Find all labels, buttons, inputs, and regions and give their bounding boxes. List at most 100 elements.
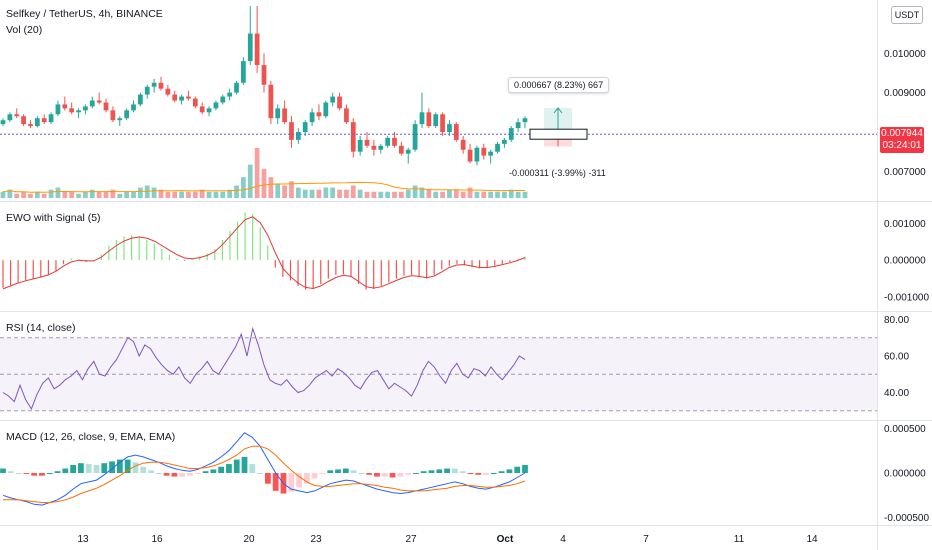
candle-body bbox=[103, 102, 109, 111]
candle bbox=[460, 135, 466, 154]
macd-hist-bar bbox=[62, 468, 69, 473]
volume-bar bbox=[199, 189, 205, 198]
volume-bar bbox=[165, 191, 171, 198]
candle bbox=[508, 126, 514, 142]
candle-body bbox=[227, 92, 233, 97]
volume-bar bbox=[21, 191, 26, 198]
currency-badge[interactable]: USDT bbox=[891, 6, 923, 24]
volume-bar bbox=[28, 193, 33, 198]
macd-hist-bar bbox=[101, 463, 108, 473]
candle-body bbox=[323, 102, 329, 117]
macd-hist-bar bbox=[132, 462, 139, 473]
candle-body bbox=[426, 112, 432, 127]
volume-bar bbox=[186, 191, 191, 198]
candle-body bbox=[186, 96, 191, 99]
candle bbox=[426, 108, 432, 129]
volume-bar bbox=[76, 193, 81, 198]
candle bbox=[131, 100, 136, 113]
volume-bar bbox=[302, 189, 308, 198]
macd-hist-bar bbox=[171, 473, 178, 477]
candle bbox=[7, 112, 13, 123]
candle bbox=[330, 92, 336, 107]
candle-body bbox=[110, 110, 116, 121]
volume-bar bbox=[378, 191, 384, 198]
volume-bar bbox=[440, 191, 445, 198]
macd-hist-bar bbox=[350, 470, 357, 473]
volume-bar bbox=[268, 177, 274, 198]
volume-bar bbox=[55, 187, 61, 198]
volume-bar bbox=[502, 191, 507, 198]
macd-hist-bar bbox=[109, 461, 115, 473]
candle bbox=[41, 114, 47, 125]
candle bbox=[62, 96, 68, 111]
candle-body bbox=[165, 88, 171, 95]
candle bbox=[220, 94, 226, 105]
y-tick-label: 0.001000 bbox=[884, 219, 926, 230]
volume-bar bbox=[7, 189, 13, 198]
candle bbox=[302, 120, 308, 136]
macd-hist-bar bbox=[155, 473, 162, 474]
candle-body bbox=[481, 147, 487, 156]
volume-bar bbox=[14, 193, 20, 198]
volume-bar bbox=[330, 187, 336, 198]
candle bbox=[453, 122, 459, 142]
candle-body bbox=[440, 114, 445, 132]
volume-bar bbox=[192, 191, 198, 198]
candle-body bbox=[350, 122, 356, 152]
candle-body bbox=[405, 149, 411, 154]
candle-body bbox=[131, 104, 136, 111]
macd-hist-bar bbox=[358, 473, 365, 474]
candle bbox=[227, 88, 233, 101]
volume-bar bbox=[447, 189, 452, 198]
candle-body bbox=[330, 96, 336, 103]
macd-hist-bar bbox=[265, 473, 271, 484]
candle bbox=[48, 112, 54, 125]
macd-hist-bar bbox=[218, 466, 225, 473]
candle-body bbox=[144, 86, 150, 95]
candle-body bbox=[309, 112, 315, 123]
candle bbox=[124, 108, 130, 121]
candle-body bbox=[28, 124, 33, 127]
volume-bar bbox=[172, 191, 178, 198]
candle bbox=[337, 92, 342, 111]
price-axis[interactable]: 0.010000 0.009000 0.007000 0.001000 0.000000… bbox=[884, 49, 929, 524]
candle bbox=[14, 108, 20, 119]
candle bbox=[0, 118, 6, 127]
candle-body bbox=[48, 114, 54, 123]
x-tick-label: 4 bbox=[560, 534, 566, 545]
candle bbox=[117, 116, 123, 127]
y-tick-label: 0.000000 bbox=[884, 469, 926, 480]
volume-bar bbox=[350, 185, 356, 198]
volume-bar bbox=[357, 189, 363, 198]
volume-bar bbox=[131, 191, 136, 198]
macd-hist-bar bbox=[319, 473, 326, 474]
volume-bar bbox=[364, 191, 370, 198]
time-axis[interactable]: 13 16 20 23 27 Oct 4 7 11 14 bbox=[77, 534, 818, 545]
candle bbox=[515, 118, 521, 132]
candle-body bbox=[508, 128, 514, 140]
symbol-title: Selfkey / TetherUS, 4h, BINANCE bbox=[6, 8, 163, 20]
macd-hist-bar bbox=[420, 471, 427, 473]
volume-bar bbox=[241, 177, 246, 198]
volume-bar bbox=[385, 191, 391, 198]
candle bbox=[412, 120, 418, 152]
candle bbox=[385, 135, 391, 148]
x-tick-label: 16 bbox=[151, 534, 163, 545]
measure-up-label: 0.000667 (8.23%) 667 bbox=[508, 77, 610, 93]
candle-body bbox=[137, 94, 143, 105]
macd-hist-bar bbox=[187, 473, 193, 476]
macd-hist-bar bbox=[381, 473, 388, 477]
macd-line bbox=[2, 432, 526, 506]
volume-bar bbox=[309, 189, 315, 198]
candle-body bbox=[495, 143, 500, 152]
volume-bar bbox=[522, 191, 528, 198]
volume-bar bbox=[247, 164, 253, 198]
measure-tool[interactable] bbox=[529, 107, 588, 147]
candle bbox=[350, 118, 356, 158]
macd-hist-bar bbox=[522, 464, 528, 473]
candle-body bbox=[337, 96, 342, 109]
candle-body bbox=[83, 106, 88, 111]
volume-bar bbox=[213, 191, 219, 198]
candle bbox=[488, 149, 494, 164]
